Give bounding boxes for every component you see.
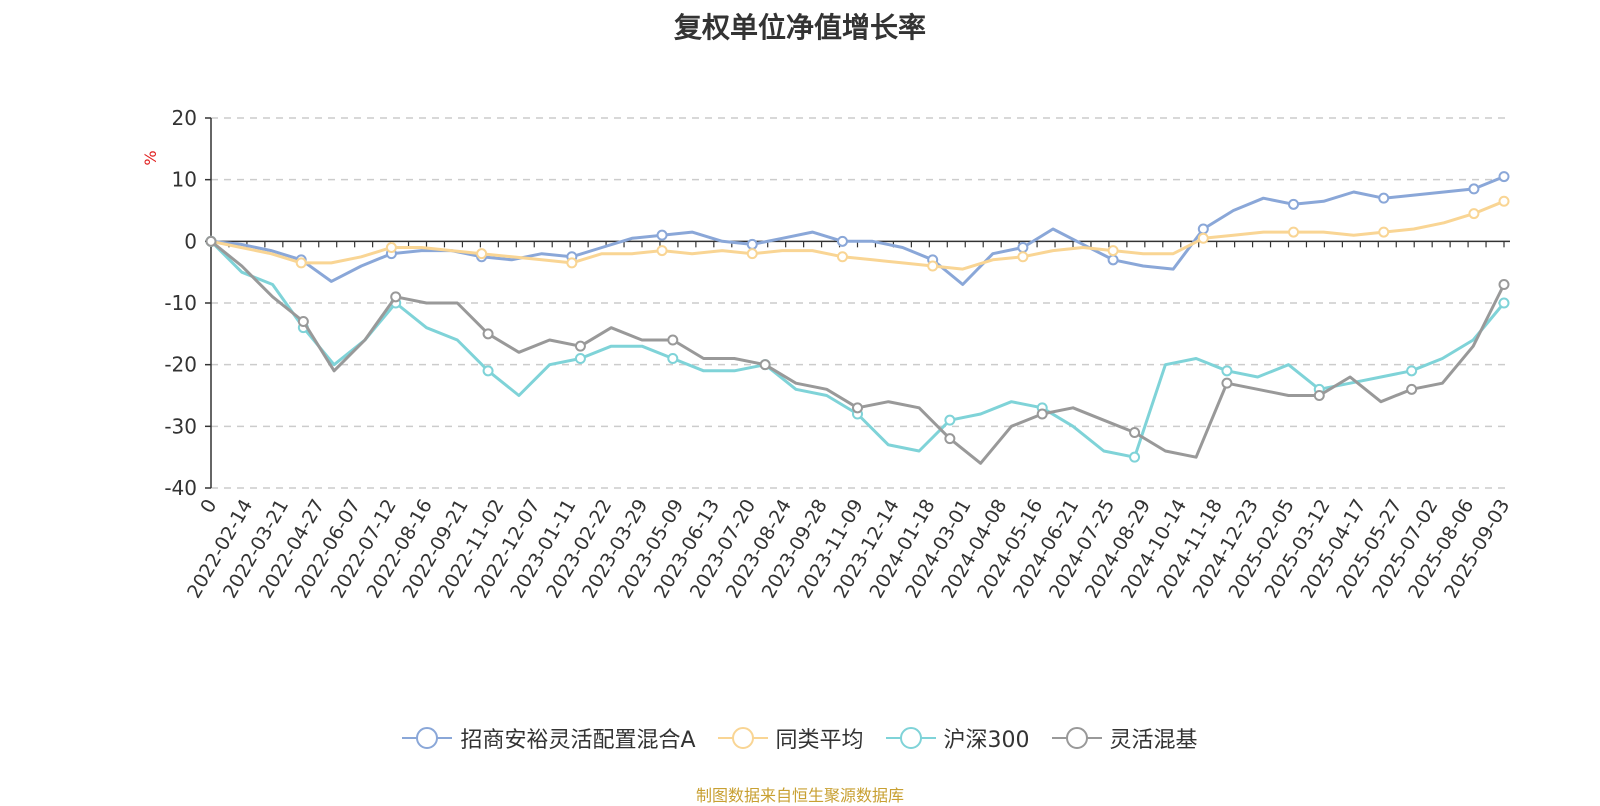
data-point <box>1197 223 1209 235</box>
data-point <box>1468 208 1480 220</box>
data-point <box>1498 297 1510 309</box>
data-point <box>482 365 494 377</box>
x-axis: 02022-02-142022-03-212022-04-272022-06-0… <box>183 240 1514 602</box>
data-point <box>1107 245 1119 257</box>
data-point <box>1129 427 1141 438</box>
data-point <box>1406 365 1418 377</box>
data-point <box>1036 408 1048 420</box>
y-tick-label: -40 <box>164 476 197 500</box>
data-point <box>1017 251 1029 263</box>
chart-title: 复权单位净值增长率 <box>673 11 926 44</box>
data-point <box>295 257 307 269</box>
data-point <box>1107 254 1119 266</box>
data-point <box>927 260 939 272</box>
data-point <box>297 316 309 327</box>
data-point <box>1017 242 1029 253</box>
y-tick-label: 0 <box>184 229 197 253</box>
legend-item[interactable]: 灵活混基 <box>1051 722 1198 754</box>
legend-item[interactable]: 同类平均 <box>717 722 864 754</box>
x-tick-label: 0 <box>196 496 221 517</box>
data-point <box>574 353 586 364</box>
data-point <box>1221 365 1233 377</box>
data-source: 制图数据来自恒生聚源数据库 <box>695 786 904 805</box>
data-point <box>667 334 679 346</box>
data-point <box>566 257 578 269</box>
legend-label: 招商安裕灵活配置混合A <box>460 728 696 753</box>
data-point <box>656 245 668 257</box>
y-tick-label: -10 <box>164 291 197 315</box>
data-point <box>1498 279 1510 290</box>
legend-label: 灵活混基 <box>1109 728 1198 753</box>
data-point <box>205 235 217 247</box>
data-point <box>1288 226 1300 238</box>
grid-lines <box>211 117 1510 489</box>
data-point <box>482 328 494 340</box>
data-point <box>1313 390 1325 401</box>
legend: 招商安裕灵活配置混合A 同类平均 沪深300 灵活混基 <box>0 722 1600 754</box>
y-tick-label: 10 <box>172 168 197 192</box>
data-point <box>944 433 956 445</box>
data-point <box>390 291 402 303</box>
data-point <box>944 414 956 426</box>
data-point <box>836 235 848 247</box>
data-point <box>759 359 771 371</box>
y-axis: 20 10 0 -10 -20 -30 -40 <box>164 106 212 500</box>
data-point <box>1498 171 1510 183</box>
legend-label: 同类平均 <box>775 728 864 753</box>
data-point <box>1468 183 1480 195</box>
data-point <box>1197 232 1209 244</box>
legend-label: 沪深300 <box>943 728 1030 753</box>
legend-marker-icon <box>717 726 768 750</box>
legend-item[interactable]: 沪深300 <box>885 722 1030 754</box>
data-point <box>1406 383 1418 395</box>
data-point <box>746 248 758 260</box>
y-tick-label: -20 <box>164 353 197 377</box>
data-point <box>656 229 668 241</box>
data-point <box>667 353 679 364</box>
y-tick-label: 20 <box>172 106 197 130</box>
y-tick-label: -30 <box>164 414 197 438</box>
data-point <box>385 242 397 253</box>
data-point <box>476 248 488 260</box>
legend-marker-icon <box>402 726 453 750</box>
series-line <box>209 240 1506 459</box>
series-line <box>210 199 1505 271</box>
series-lines <box>205 171 1510 465</box>
data-point <box>1378 226 1390 238</box>
data-point <box>852 402 863 414</box>
data-point <box>746 238 758 250</box>
legend-marker-icon <box>1051 726 1102 750</box>
data-point <box>1129 451 1141 463</box>
data-point <box>1498 195 1510 207</box>
series-line <box>210 175 1505 286</box>
y-axis-unit: % <box>141 150 160 165</box>
series-line <box>210 240 1506 465</box>
data-point <box>574 340 586 352</box>
data-point <box>1288 198 1300 210</box>
data-point <box>1221 377 1233 389</box>
legend-item[interactable]: 招商安裕灵活配置混合A <box>402 722 696 754</box>
data-point <box>836 251 848 263</box>
data-point <box>1378 192 1390 204</box>
legend-marker-icon <box>885 726 936 750</box>
